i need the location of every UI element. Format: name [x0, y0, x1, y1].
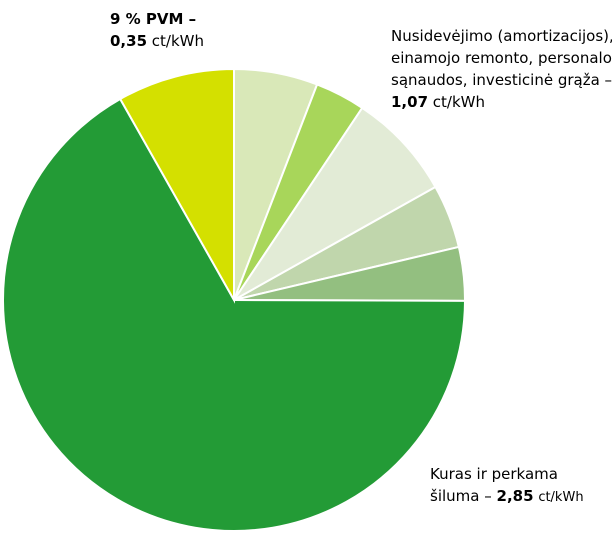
- slice-label: 9 % PVM –: [110, 10, 196, 28]
- value-label: 1,07: [391, 93, 428, 111]
- category: šiluma –: [430, 487, 492, 505]
- value-label: 0,35: [110, 32, 147, 50]
- unit: ct/kWh: [433, 93, 485, 111]
- category: 9 % PVM –: [110, 10, 196, 28]
- slice: [118, 67, 235, 304]
- slice-label: 0,35 ct/kWh: [110, 32, 204, 50]
- pie: [2, 67, 467, 532]
- value-label: 2,85: [497, 487, 534, 505]
- slice-label: Kuras ir perkama: [430, 465, 558, 483]
- slice: [233, 106, 437, 301]
- slice-label: šiluma – 2,85 ct/kWh: [430, 487, 584, 505]
- slice: [2, 97, 467, 532]
- group-label: Nusidevėjimo (amortizacijos),: [391, 27, 612, 45]
- group-label: sąnaudos, investicinė grąža –: [391, 71, 612, 89]
- unit: ct/kWh: [538, 490, 583, 505]
- group-label: einamojo remonto, personalo: [391, 49, 612, 67]
- group-label: 1,07 ct/kWh: [391, 93, 485, 111]
- unit: ct/kWh: [152, 32, 204, 50]
